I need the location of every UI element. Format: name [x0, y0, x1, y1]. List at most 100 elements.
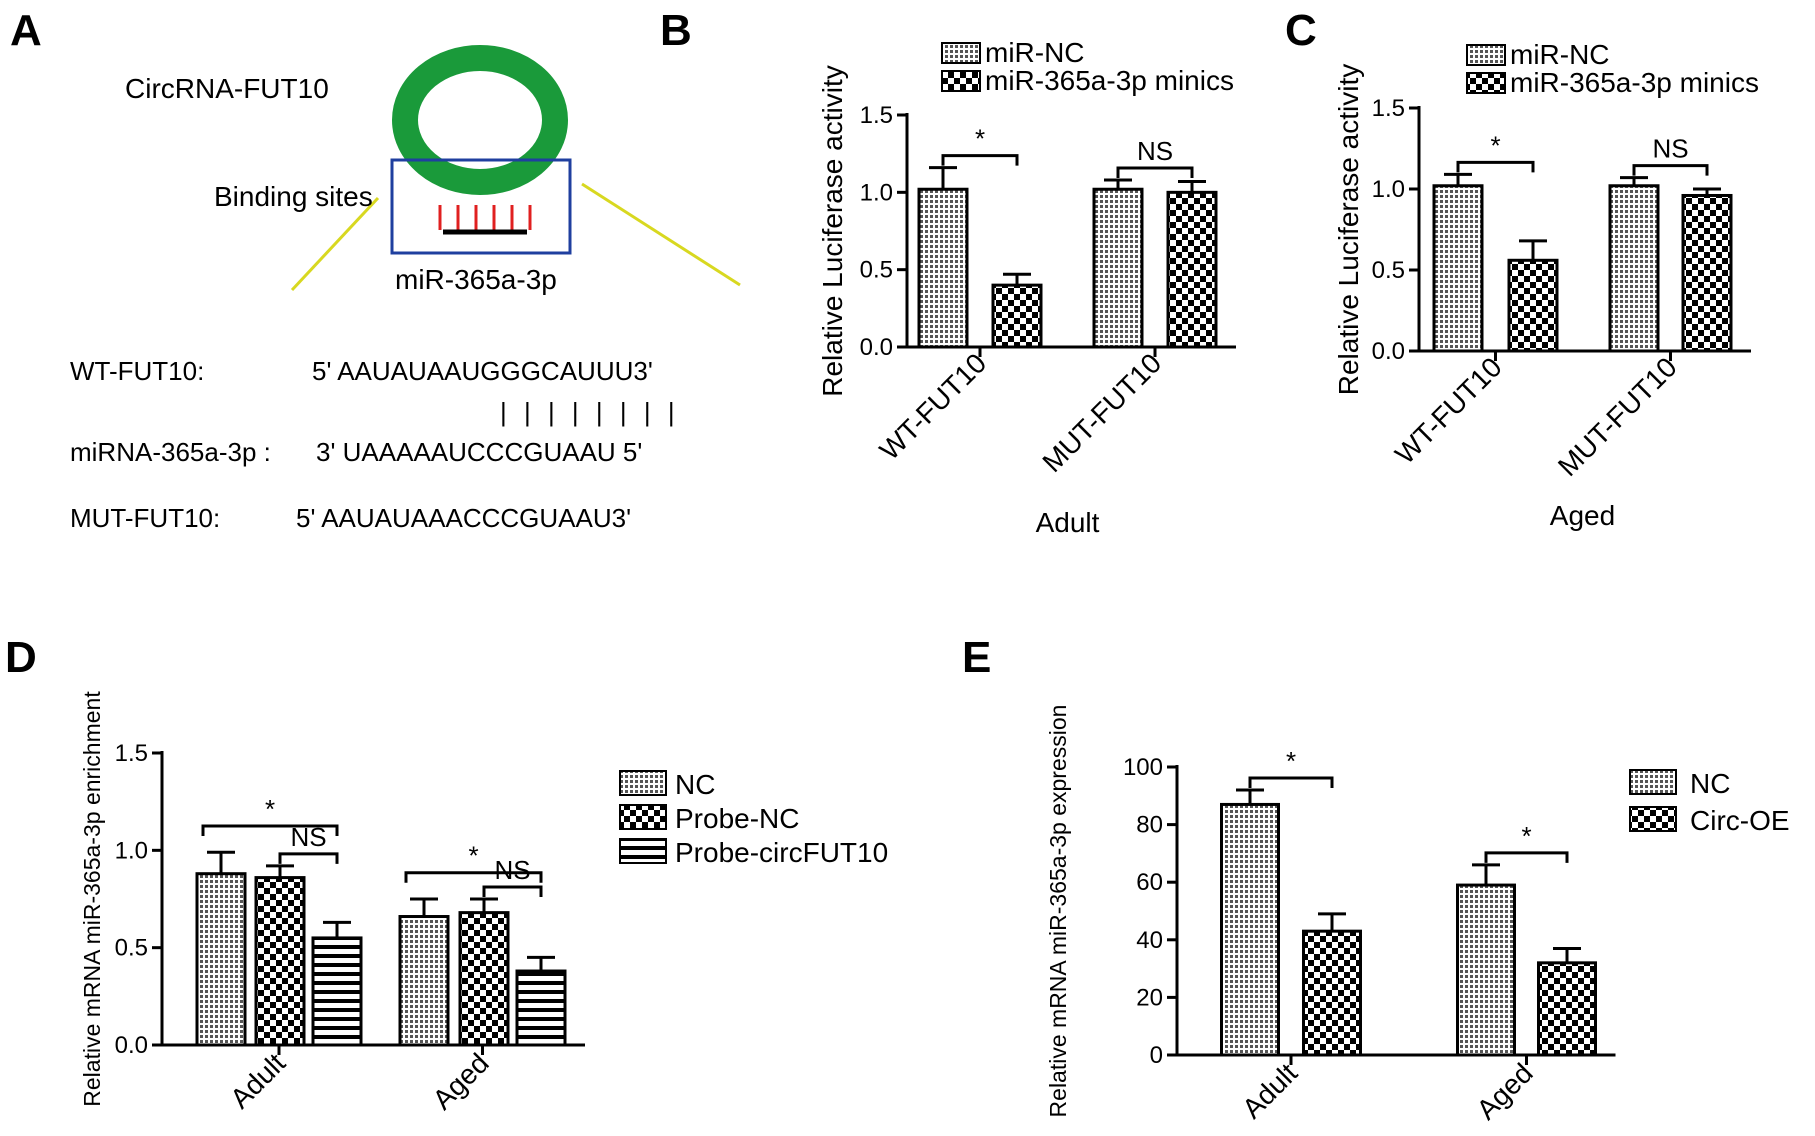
bar [1608, 184, 1660, 353]
legend-label: miR-NC [1510, 39, 1610, 70]
y-tick-label: 0 [1150, 1042, 1163, 1069]
y-tick-label: 0.0 [1372, 338, 1405, 365]
legend-swatch [941, 42, 981, 64]
legend-swatch [1466, 72, 1506, 94]
x-tick-label: Aged [1471, 1057, 1539, 1125]
legend-swatch [619, 804, 667, 830]
significance-ns: NS [1137, 136, 1173, 166]
y-tick-label: 0.0 [860, 334, 893, 361]
significance-bracket [1484, 851, 1569, 863]
bar [1220, 802, 1280, 1057]
seq-name-wt: WT-FUT10: [70, 356, 204, 386]
y-tick-label: 0.0 [115, 1032, 148, 1059]
significance-bracket [201, 824, 339, 836]
panel-letter-c: C [1285, 6, 1317, 55]
y-tick-label: 40 [1136, 927, 1163, 954]
significance-bracket [1248, 776, 1334, 789]
y-tick-label: 1.0 [1372, 176, 1405, 203]
legend-swatch [1466, 44, 1506, 66]
bar [1302, 929, 1362, 1057]
significance-star: * [975, 124, 985, 154]
x-axis-label: Aged [1550, 500, 1615, 531]
significance-bracket [1456, 160, 1535, 173]
significance-star: * [468, 841, 478, 871]
x-axis-label: Adult [1036, 507, 1100, 538]
chart-c-luciferase-aged: 0.0 0.5 1.0 1.5 Relative Luciferase activity… [1333, 39, 1759, 531]
significance-star: * [1286, 746, 1296, 776]
bar [1166, 190, 1218, 349]
bar [398, 915, 450, 1047]
legend-label: Circ-OE [1690, 805, 1790, 836]
mirna-label: miR-365a-3p [395, 264, 557, 295]
y-tick-label: 100 [1123, 754, 1163, 781]
x-tick-label: Adult [224, 1047, 291, 1114]
y-tick-label: 1.5 [860, 102, 893, 129]
binding-site-box [390, 158, 572, 255]
significance-bracket [404, 871, 543, 883]
legend-label: Probe-NC [675, 803, 799, 834]
x-tick-label: WT-FUT10 [874, 347, 993, 466]
y-axis-label: Relative Luciferase activity [1333, 64, 1364, 395]
significance-star: * [1521, 821, 1531, 851]
bar [515, 969, 567, 1047]
chart-e-mirna-expression: 0 20 40 60 80 100 Relative mRNA miR-365a-3p ex… [1045, 705, 1790, 1126]
seq-mut: 5' AAUAUAAACCCGUAAU3' [296, 503, 631, 533]
chart-d-mirna-enrichment: 0.0 0.5 1.0 1.5 Relative mRNA miR-365a-3p en… [79, 691, 888, 1116]
legend-label: miR-365a-3p minics [1510, 67, 1759, 98]
bar [195, 872, 247, 1047]
y-tick-label: 20 [1136, 984, 1163, 1011]
legend-swatch [1629, 769, 1677, 795]
y-axis-label: Relative mRNA miR-365a-3p expression [1045, 705, 1071, 1118]
significance-bracket [941, 154, 1019, 166]
binding-sites-label: Binding sites [214, 181, 373, 212]
significance-bracket [482, 885, 543, 897]
significance-bracket [1116, 166, 1194, 178]
seq-pairing-lines: | | | | | | | | [500, 397, 680, 427]
legend-swatch [1629, 806, 1677, 832]
x-tick-label: MUT-FUT10 [1552, 351, 1683, 482]
y-tick-label: 1.5 [115, 740, 148, 767]
circrna-ring [392, 45, 568, 195]
zoom-line-left [290, 196, 380, 292]
panel-letter-e: E [962, 633, 991, 682]
y-tick-label: 0.5 [115, 935, 148, 962]
panel-letter-b: B [660, 6, 692, 55]
bar [1507, 258, 1559, 353]
seq-name-mut: MUT-FUT10: [70, 503, 220, 533]
y-tick-label: 1.5 [1372, 95, 1405, 122]
y-tick-label: 0.5 [1372, 257, 1405, 284]
bar [1456, 883, 1516, 1057]
legend-label: NC [1690, 768, 1730, 799]
x-tick-label: MUT-FUT10 [1036, 347, 1167, 478]
bar [311, 936, 363, 1047]
legend-swatch [941, 70, 981, 92]
x-tick-label: Aged [427, 1047, 495, 1115]
bar [991, 283, 1043, 349]
seq-name-mirna: miRNA-365a-3p : [70, 437, 271, 467]
bar [917, 187, 969, 349]
y-tick-label: 1.0 [860, 179, 893, 206]
significance-bracket [1632, 164, 1709, 176]
bar [1432, 184, 1484, 353]
significance-bracket [278, 852, 339, 864]
significance-star: * [1490, 130, 1500, 160]
bar [458, 911, 510, 1047]
seq-wt: 5' AAUAUAAUGGGCAUUU3' [312, 356, 653, 386]
chart-b-luciferase-adult: 0.0 0.5 1.0 1.5 Relative Luciferase activity… [817, 37, 1236, 538]
bar [1092, 187, 1144, 349]
panel-letter-a: A [10, 6, 42, 55]
binding-site-marks [438, 205, 532, 230]
legend-label: miR-365a-3p minics [985, 65, 1234, 96]
bar [1537, 961, 1597, 1057]
y-tick-label: 1.0 [115, 837, 148, 864]
x-tick-label: Adult [1236, 1057, 1303, 1124]
circrna-label: CircRNA-FUT10 [125, 73, 329, 104]
seq-mirna: 3' UAAAAAUCCCGUAAU 5' [316, 437, 642, 467]
y-axis-label: Relative Luciferase activity [817, 65, 848, 396]
x-tick-label: WT-FUT10 [1389, 351, 1508, 470]
y-tick-label: 0.5 [860, 257, 893, 284]
legend-swatch [619, 838, 667, 864]
y-tick-label: 60 [1136, 869, 1163, 896]
legend-label: Probe-circFUT10 [675, 837, 888, 868]
significance-ns: NS [290, 822, 326, 852]
